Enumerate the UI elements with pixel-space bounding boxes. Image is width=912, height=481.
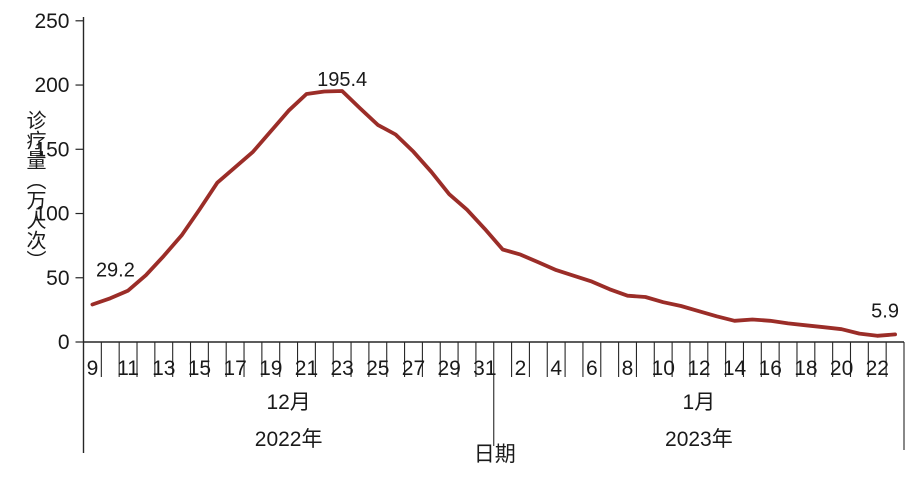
x-tick-label: 21 — [295, 357, 318, 380]
x-tick-label: 29 — [437, 357, 460, 380]
x-tick-label: 17 — [223, 357, 246, 380]
y-tick-label: 50 — [46, 267, 69, 290]
data-line — [90, 89, 897, 338]
x-tick-label: 18 — [794, 357, 817, 380]
x-tick-label: 23 — [330, 357, 353, 380]
x-tick-label: 11 — [117, 357, 139, 380]
y-tick-label: 100 — [34, 203, 69, 226]
x-tick-label: 14 — [723, 357, 747, 380]
y-tick-label: 250 — [34, 10, 69, 33]
annotation-label: 29.2 — [96, 259, 135, 281]
x-tick-label: 6 — [586, 357, 598, 380]
x-tick-label: 19 — [259, 357, 282, 380]
x-axis-title: 日期 — [474, 443, 516, 466]
annotation-label: 5.9 — [871, 300, 899, 322]
x-tick-label: 31 — [473, 357, 496, 380]
x-tick-label: 10 — [652, 357, 675, 380]
x-tick-label: 27 — [402, 357, 425, 380]
x-tick-label: 4 — [550, 357, 562, 380]
annotation-label: 195.4 — [317, 69, 367, 91]
y-tick-label: 150 — [34, 138, 69, 161]
x-tick-label: 2 — [515, 357, 527, 380]
month-label: 12月 — [266, 391, 310, 414]
x-tick-label: 16 — [759, 357, 782, 380]
year-label: 2022年 — [255, 428, 323, 451]
x-tick-label: 13 — [152, 357, 175, 380]
y-tick-label: 0 — [58, 331, 70, 354]
year-label: 2023年 — [665, 428, 733, 451]
y-axis-title: 诊疗量（万人次） — [23, 110, 45, 270]
x-tick-label: 22 — [866, 357, 889, 380]
x-tick-label: 9 — [87, 357, 99, 380]
x-tick-label: 12 — [687, 357, 710, 380]
x-tick-label: 8 — [622, 357, 634, 380]
month-label: 1月 — [683, 391, 716, 414]
y-tick-label: 200 — [34, 74, 69, 97]
x-tick-label: 25 — [366, 357, 389, 380]
x-tick-label: 20 — [830, 357, 853, 380]
x-tick-label: 15 — [188, 357, 211, 380]
